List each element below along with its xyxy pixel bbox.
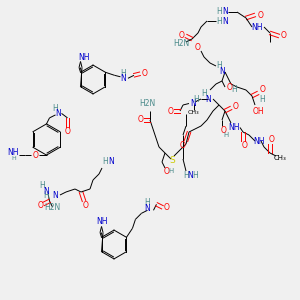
Text: H: H	[52, 104, 59, 113]
Text: O: O	[164, 203, 170, 212]
Text: NH: NH	[251, 22, 262, 32]
Text: N: N	[145, 204, 150, 213]
Text: O: O	[142, 69, 147, 78]
Text: N: N	[222, 8, 228, 16]
Text: O: O	[168, 106, 174, 116]
Text: H: H	[11, 156, 16, 161]
Text: H: H	[183, 171, 189, 180]
Text: H2N: H2N	[44, 202, 61, 211]
Text: O: O	[242, 141, 248, 150]
Text: H2N: H2N	[173, 39, 190, 48]
Text: H: H	[102, 158, 108, 166]
Text: H2N: H2N	[139, 99, 155, 108]
Text: NH: NH	[78, 52, 89, 62]
Text: H: H	[216, 8, 222, 16]
Text: N: N	[121, 74, 126, 83]
Text: O: O	[32, 151, 38, 160]
Text: O: O	[258, 11, 264, 20]
Text: N: N	[190, 99, 196, 108]
Text: S: S	[169, 156, 175, 165]
Text: O: O	[38, 201, 44, 210]
Text: O: O	[220, 126, 226, 135]
Text: CH₃: CH₃	[188, 110, 199, 115]
Text: N: N	[188, 171, 194, 180]
Text: N: N	[108, 158, 114, 166]
Text: NH: NH	[8, 148, 19, 157]
Text: NH: NH	[228, 123, 240, 132]
Text: H: H	[216, 16, 222, 26]
Text: O: O	[226, 82, 232, 91]
Text: NH: NH	[254, 136, 265, 146]
Text: H: H	[231, 85, 237, 94]
Text: O: O	[64, 127, 70, 136]
Text: H: H	[216, 61, 222, 70]
Text: H: H	[201, 88, 207, 98]
Text: N: N	[44, 188, 50, 196]
Text: N: N	[219, 68, 225, 76]
Text: OH: OH	[252, 106, 264, 116]
Text: N: N	[52, 190, 59, 200]
Text: O: O	[178, 32, 184, 40]
Text: CH₃: CH₃	[274, 154, 287, 160]
Text: O: O	[268, 135, 274, 144]
Text: N: N	[56, 109, 62, 118]
Text: O: O	[280, 32, 286, 40]
Text: N: N	[206, 94, 212, 103]
Text: H: H	[168, 168, 174, 174]
Text: O: O	[195, 44, 201, 52]
Text: O: O	[232, 102, 238, 111]
Text: H: H	[44, 190, 50, 200]
Text: N: N	[222, 16, 228, 26]
Text: O: O	[138, 116, 144, 124]
Text: H: H	[145, 198, 150, 207]
Text: H: H	[39, 182, 45, 190]
Text: NH: NH	[96, 218, 107, 226]
Text: O: O	[82, 201, 88, 210]
Text: O: O	[164, 167, 169, 176]
Text: O: O	[260, 85, 266, 94]
Text: H: H	[194, 94, 200, 103]
Text: H: H	[224, 132, 229, 138]
Text: H: H	[192, 171, 198, 180]
Text: H: H	[121, 69, 126, 78]
Text: O: O	[180, 141, 186, 150]
Text: H: H	[260, 94, 266, 103]
